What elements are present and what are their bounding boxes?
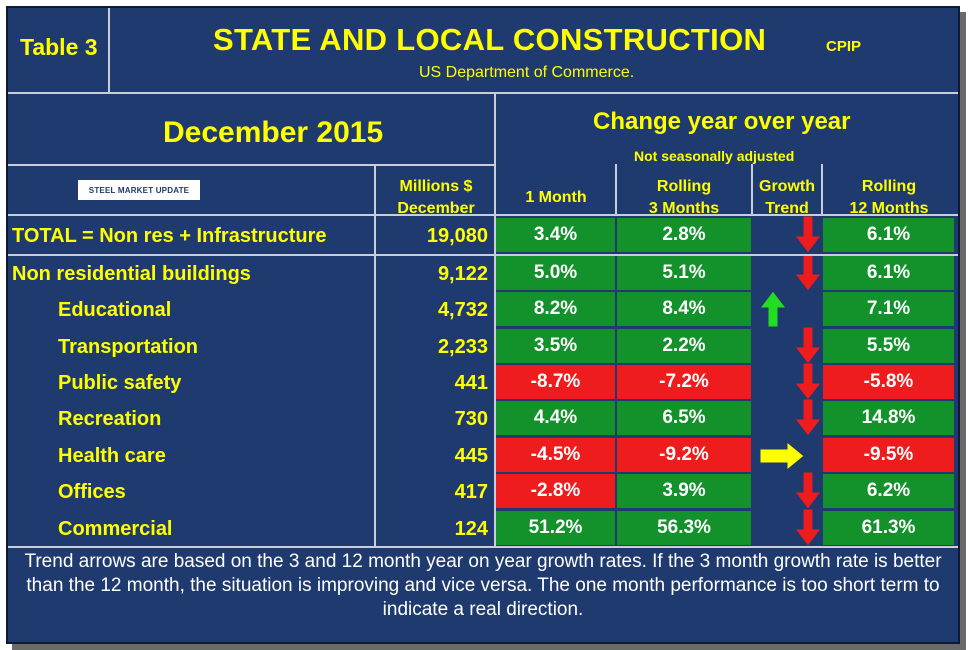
trend-down-arrow-icon [794,327,822,365]
row-label: Public safety [58,371,182,394]
cell-one-month: 5.0% [496,256,615,290]
row-value: 124 [454,517,488,540]
cell-rolling-12: 5.5% [823,329,954,363]
cell-rolling-12: -5.8% [823,365,954,399]
col-header-1-month: 1 Month [525,189,587,206]
trend-down-arrow-icon [794,509,822,547]
subtitle: US Department of Commerce. [419,64,635,81]
cell-rolling-3: 2.8% [617,218,751,252]
cell-one-month: -8.7% [496,365,615,399]
row-label: Health care [58,444,166,467]
cell-rolling-12: 6.1% [823,256,954,290]
cell-rolling-3: 2.2% [617,329,751,363]
change-subheader: Not seasonally adjusted [634,148,795,164]
cell-one-month: 8.2% [496,292,615,326]
cell-one-month: 3.4% [496,218,615,252]
trend-down-arrow-icon [794,254,822,292]
change-header: Change year over year [593,108,851,135]
row-value: 417 [454,480,488,503]
row-value: 730 [454,407,488,430]
title-tag: CPIP [826,38,862,55]
col-header-rolling-3: Rolling 3 Months [648,178,720,217]
row-label: Non residential buildings [12,262,251,285]
cell-rolling-3: 3.9% [617,474,751,508]
footnote: Trend arrows are based on the 3 and 12 m… [24,551,942,620]
cell-rolling-12: 6.2% [823,474,954,508]
row-value: 9,122 [437,262,488,285]
col-header-rolling-12: Rolling 12 Months [849,178,929,217]
trend-down-arrow-icon [794,472,822,510]
row-value: 19,080 [426,224,488,247]
row-label: Commercial [58,517,173,540]
cell-rolling-3: 5.1% [617,256,751,290]
trend-down-arrow-icon [794,216,822,254]
cell-rolling-12: 6.1% [823,218,954,252]
steel-market-update-logo: STEEL MARKET UPDATE [78,180,200,200]
trend-down-arrow-icon [794,363,822,401]
row-label: Transportation [58,335,199,358]
col-header-growth-trend: Growth Trend [759,178,815,217]
row-label: Recreation [58,407,162,430]
cell-one-month: -4.5% [496,438,615,472]
row-value: 441 [454,371,488,394]
row-label: Educational [58,298,172,321]
row-value: 2,233 [437,335,488,358]
table-frame: Table 3 STATE AND LOCAL CONSTRUCTION CPI… [6,6,960,644]
cell-rolling-12: -9.5% [823,438,954,472]
row-label: TOTAL = Non res + Infrastructure [12,224,327,247]
table-tag: Table 3 [20,34,98,60]
row-value: 445 [454,444,488,467]
page-title: STATE AND LOCAL CONSTRUCTION [213,22,767,57]
cell-rolling-12: 14.8% [823,401,954,435]
row-value: 4,732 [437,298,488,321]
cell-rolling-3: 6.5% [617,401,751,435]
cell-one-month: 51.2% [496,511,615,545]
cell-rolling-12: 7.1% [823,292,954,326]
cell-one-month: 4.4% [496,401,615,435]
cell-one-month: -2.8% [496,474,615,508]
row-label: Offices [58,480,126,503]
cell-rolling-3: 56.3% [617,511,751,545]
trend-right-arrow-icon [759,441,805,471]
cell-rolling-3: -9.2% [617,438,751,472]
trend-down-arrow-icon [794,399,822,437]
cell-rolling-3: -7.2% [617,365,751,399]
logo-text: STEEL MARKET UPDATE [88,185,190,195]
period-title: December 2015 [163,116,384,149]
cell-rolling-3: 8.4% [617,292,751,326]
col-header-millions: Millions $ December [397,178,475,217]
trend-up-arrow-icon [759,290,787,328]
cell-one-month: 3.5% [496,329,615,363]
cell-rolling-12: 61.3% [823,511,954,545]
